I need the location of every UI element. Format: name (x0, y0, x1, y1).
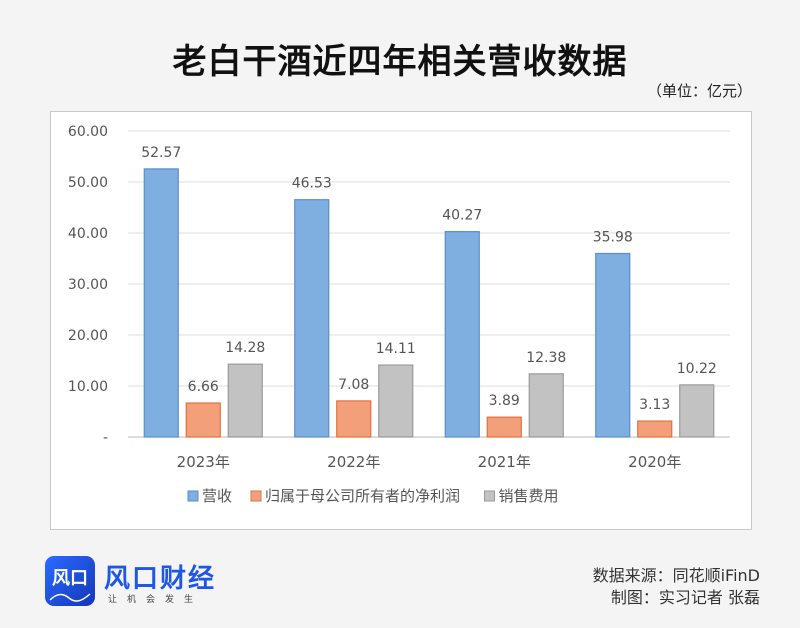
x-tick-label: 2020年 (628, 453, 681, 471)
data-label: 7.08 (338, 377, 369, 393)
x-tick-label: 2023年 (177, 453, 230, 471)
legend-swatch (187, 490, 199, 502)
logo-slogan: 让机会发生 (108, 595, 204, 605)
data-label: 6.66 (188, 379, 219, 395)
legend-swatch (484, 490, 495, 502)
data-label: 52.57 (141, 145, 181, 161)
x-tick-label: 2021年 (478, 453, 531, 471)
y-tick-label: 50.00 (68, 175, 108, 191)
bar (486, 416, 522, 438)
data-label: 12.38 (526, 350, 566, 366)
legend-label: 归属于母公司所有者的净利润 (265, 487, 460, 505)
data-label: 3.89 (489, 393, 520, 409)
y-tick-label: 20.00 (68, 328, 108, 344)
bar (227, 363, 263, 438)
bar-chart: - 10.00 20.00 30.00 40.00 50.00 60.00 52.57 6.66… (68, 124, 730, 505)
unit-label: （单位：亿元） (646, 82, 752, 100)
chart-title: 老白干酒近四年相关营收数据 (172, 42, 628, 82)
bar (185, 402, 221, 438)
legend-label: 销售费用 (499, 487, 559, 505)
data-label: 3.13 (639, 397, 670, 413)
bar (528, 373, 564, 438)
y-tick-label: 30.00 (68, 277, 108, 293)
y-tick-label: - (103, 430, 108, 446)
data-label: 40.27 (442, 208, 482, 224)
logo-wave-icon (49, 593, 91, 602)
bar (336, 400, 372, 438)
bar (679, 384, 715, 438)
data-label: 35.98 (593, 230, 633, 246)
bar (378, 364, 414, 438)
y-tick-label: 10.00 (68, 379, 108, 395)
data-label: 14.28 (225, 340, 265, 356)
bar (595, 252, 631, 438)
x-tick-label: 2022年 (327, 453, 380, 471)
bar (294, 199, 330, 438)
data-label: 46.53 (292, 176, 332, 192)
data-label: 14.11 (376, 341, 416, 357)
chart-author: 制图：实习记者 张磊 (610, 588, 760, 607)
bar (143, 168, 179, 438)
logo-text: 风口 (52, 568, 88, 589)
bar (444, 231, 480, 438)
logo-icon: 风口 (45, 556, 95, 606)
legend-label: 营收 (202, 487, 232, 505)
data-source: 数据来源：同花顺iFinD (592, 566, 760, 585)
bar (637, 420, 673, 438)
data-label: 10.22 (677, 361, 717, 377)
y-tick-label: 60.00 (68, 124, 108, 140)
y-tick-label: 40.00 (68, 226, 108, 242)
legend-swatch (250, 490, 262, 502)
logo-name: 风口财经 (104, 564, 217, 594)
